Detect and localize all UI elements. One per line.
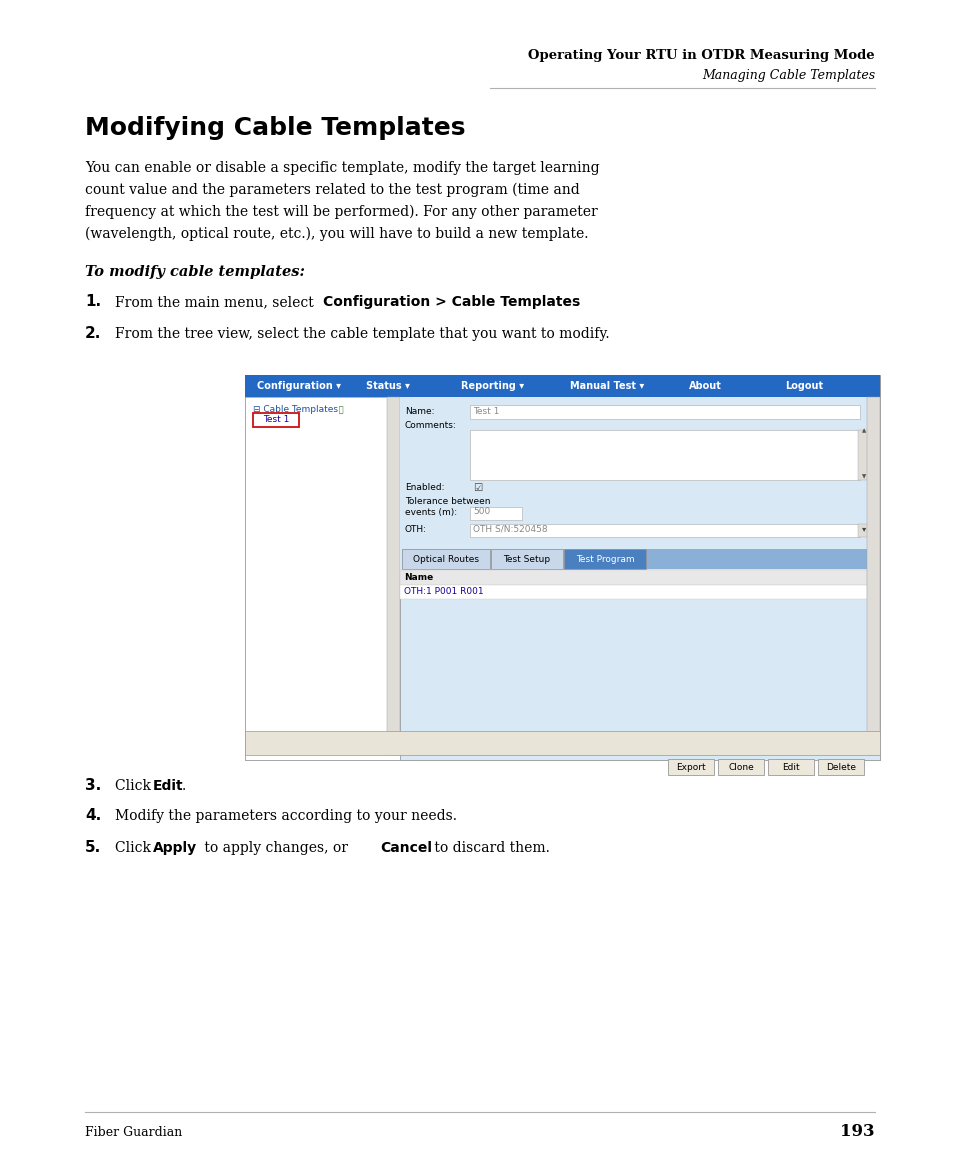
Text: Clone: Clone <box>727 763 753 772</box>
Bar <box>245 376 879 398</box>
Text: Tolerance between: Tolerance between <box>405 496 490 505</box>
Text: to apply changes, or: to apply changes, or <box>200 841 352 855</box>
Bar <box>767 759 813 775</box>
Text: Modify the parameters according to your needs.: Modify the parameters according to your … <box>115 809 456 823</box>
Text: Name:: Name: <box>405 407 434 415</box>
Text: Cancel: Cancel <box>379 841 432 855</box>
Text: (wavelength, optical route, etc.), you will have to build a new template.: (wavelength, optical route, etc.), you w… <box>85 227 588 241</box>
Bar <box>399 398 879 573</box>
Text: 5.: 5. <box>85 840 101 855</box>
Text: Delete: Delete <box>825 763 855 772</box>
Bar <box>253 413 298 427</box>
Text: Managing Cable Templates: Managing Cable Templates <box>701 68 874 81</box>
Bar <box>718 759 763 775</box>
Text: ▾: ▾ <box>862 525 865 533</box>
Text: Configuration > Cable Templates: Configuration > Cable Templates <box>323 296 579 309</box>
Text: Test 1: Test 1 <box>262 415 289 424</box>
Text: 1.: 1. <box>85 294 101 309</box>
Bar <box>667 759 713 775</box>
Text: Optical Routes: Optical Routes <box>413 554 478 563</box>
Bar <box>399 585 866 599</box>
Text: Click: Click <box>115 841 155 855</box>
Text: Enabled:: Enabled: <box>405 483 444 493</box>
Text: To modify cable templates:: To modify cable templates: <box>85 265 305 279</box>
Text: ⊟ Cable Templates: ⊟ Cable Templates <box>253 406 337 415</box>
Bar <box>470 506 521 520</box>
Bar <box>245 398 399 760</box>
Bar <box>387 398 399 755</box>
Bar <box>470 430 859 480</box>
Bar <box>563 549 645 569</box>
Bar <box>245 731 879 755</box>
Bar <box>857 430 870 480</box>
Text: OTH S/N:520458: OTH S/N:520458 <box>473 525 547 533</box>
Text: Test Setup: Test Setup <box>503 554 550 563</box>
Text: Operating Your RTU in OTDR Measuring Mode: Operating Your RTU in OTDR Measuring Mod… <box>528 49 874 61</box>
Text: Reporting ▾: Reporting ▾ <box>460 381 523 391</box>
Text: Name: Name <box>403 574 433 583</box>
Text: count value and the parameters related to the test program (time and: count value and the parameters related t… <box>85 183 579 197</box>
Text: 🗺: 🗺 <box>335 406 343 415</box>
Bar <box>857 524 870 537</box>
Text: .: . <box>575 296 578 309</box>
Text: ▼: ▼ <box>862 474 865 480</box>
Text: Apply: Apply <box>152 841 197 855</box>
Text: Test Program: Test Program <box>575 554 634 563</box>
Text: OTH:1 P001 R001: OTH:1 P001 R001 <box>403 588 483 597</box>
Bar <box>245 376 879 760</box>
Text: .: . <box>182 779 186 793</box>
Text: From the main menu, select: From the main menu, select <box>115 296 317 309</box>
Text: 500: 500 <box>473 508 490 517</box>
Text: About: About <box>688 381 721 391</box>
Bar <box>817 759 863 775</box>
Text: ☑: ☑ <box>473 483 482 493</box>
Text: OTH:: OTH: <box>405 525 427 533</box>
Text: Modifying Cable Templates: Modifying Cable Templates <box>85 116 465 140</box>
Text: Fiber Guardian: Fiber Guardian <box>85 1125 182 1138</box>
Text: Comments:: Comments: <box>405 421 456 430</box>
Text: Logout: Logout <box>784 381 822 391</box>
Bar <box>646 549 879 569</box>
Text: Edit: Edit <box>152 779 183 793</box>
Bar <box>399 570 866 585</box>
Bar <box>470 524 859 537</box>
Text: 193: 193 <box>840 1123 874 1140</box>
Text: 2.: 2. <box>85 327 101 342</box>
Text: 3.: 3. <box>85 779 101 794</box>
Text: Manual Test ▾: Manual Test ▾ <box>569 381 643 391</box>
Text: events (m):: events (m): <box>405 508 456 517</box>
Text: You can enable or disable a specific template, modify the target learning: You can enable or disable a specific tem… <box>85 161 599 175</box>
Text: to discard them.: to discard them. <box>430 841 549 855</box>
Text: Edit: Edit <box>781 763 799 772</box>
Text: Click: Click <box>115 779 155 793</box>
Text: From the tree view, select the cable template that you want to modify.: From the tree view, select the cable tem… <box>115 327 609 341</box>
Text: Configuration ▾: Configuration ▾ <box>256 381 340 391</box>
Text: frequency at which the test will be performed). For any other parameter: frequency at which the test will be perf… <box>85 205 598 219</box>
Text: 4.: 4. <box>85 809 101 824</box>
Bar <box>470 404 859 420</box>
Text: Test 1: Test 1 <box>473 407 498 415</box>
Bar <box>866 398 879 755</box>
Bar <box>399 398 879 760</box>
Text: ▲: ▲ <box>862 429 865 433</box>
Text: Export: Export <box>676 763 705 772</box>
Text: Status ▾: Status ▾ <box>366 381 410 391</box>
Bar <box>491 549 562 569</box>
Bar <box>401 549 490 569</box>
